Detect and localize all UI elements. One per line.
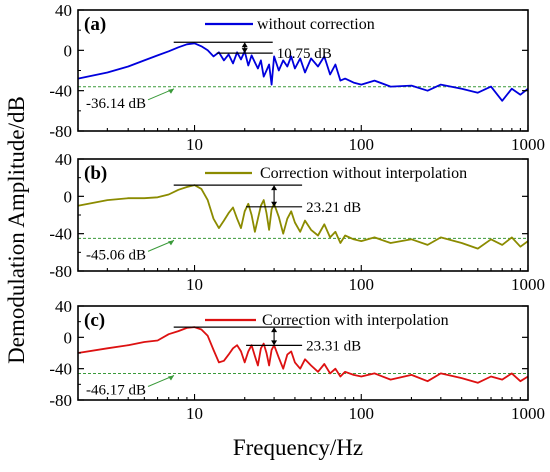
chart-panel: 40 0 -40 -80 10 100 1000 (c) Correction with int…	[49, 297, 545, 423]
x-tick-label: 100	[349, 404, 375, 423]
annotation-arrow-head	[241, 48, 248, 54]
y-tick-label: 0	[64, 187, 73, 206]
series-line	[77, 42, 529, 102]
annotation-arrow-head	[241, 42, 248, 48]
legend-label: without correction	[257, 16, 375, 33]
legend-label: Correction without interpolation	[260, 165, 467, 182]
x-axis-title: Frequency/Hz	[233, 435, 363, 460]
x-tick-label: 1000	[511, 404, 545, 423]
legend-label: Correction with interpolation	[262, 312, 449, 329]
y-tick-label: -80	[49, 122, 72, 141]
y-tick-label: -80	[49, 391, 72, 410]
y-tick-label: 40	[55, 297, 72, 316]
panel-label: (c)	[84, 310, 105, 331]
x-tick-label: 10	[186, 275, 203, 294]
panel-label: (a)	[84, 14, 106, 35]
y-tick-label: 40	[55, 150, 72, 169]
annotation-arrow-head	[271, 340, 278, 346]
reference-arrow-head	[168, 240, 174, 246]
series-line	[77, 326, 529, 384]
series-line	[77, 184, 529, 250]
x-tick-label: 1000	[511, 275, 545, 294]
y-tick-label: 40	[55, 1, 72, 20]
y-tick-label: 0	[64, 41, 73, 60]
annotation-label: 23.31 dB	[306, 338, 361, 354]
annotation-arrow-head	[271, 185, 278, 191]
annotation-arrow-head	[271, 327, 278, 333]
x-tick-label: 1000	[511, 135, 545, 154]
y-tick-label: -80	[49, 262, 72, 281]
y-tick-label: -40	[49, 82, 72, 101]
x-tick-label: 10	[186, 404, 203, 423]
annotation-arrow-head	[271, 201, 278, 207]
reference-arrow-head	[168, 375, 174, 381]
x-tick-label: 10	[186, 135, 203, 154]
chart-panel: 40 0 -40 -80 10 100 1000 (b) Correction without …	[49, 150, 545, 294]
y-tick-label: -40	[49, 225, 72, 244]
chart-panel: 40 0 -40 -80 10 100 1000 (a) without correction -…	[49, 1, 545, 154]
y-tick-label: 0	[64, 328, 73, 347]
reference-arrow-head	[168, 88, 174, 94]
y-tick-label: -40	[49, 360, 72, 379]
annotation-label: 10.75 dB	[277, 46, 332, 62]
panel-label: (b)	[84, 163, 107, 184]
reference-label: -36.14 dB	[86, 96, 146, 112]
x-tick-label: 100	[349, 135, 375, 154]
y-axis-title: Demodulation Amplitude/dB	[4, 96, 29, 364]
annotation-label: 23.21 dB	[306, 200, 361, 216]
x-tick-label: 100	[349, 275, 375, 294]
reference-label: -45.06 dB	[86, 247, 146, 263]
reference-label: -46.17 dB	[86, 382, 146, 398]
